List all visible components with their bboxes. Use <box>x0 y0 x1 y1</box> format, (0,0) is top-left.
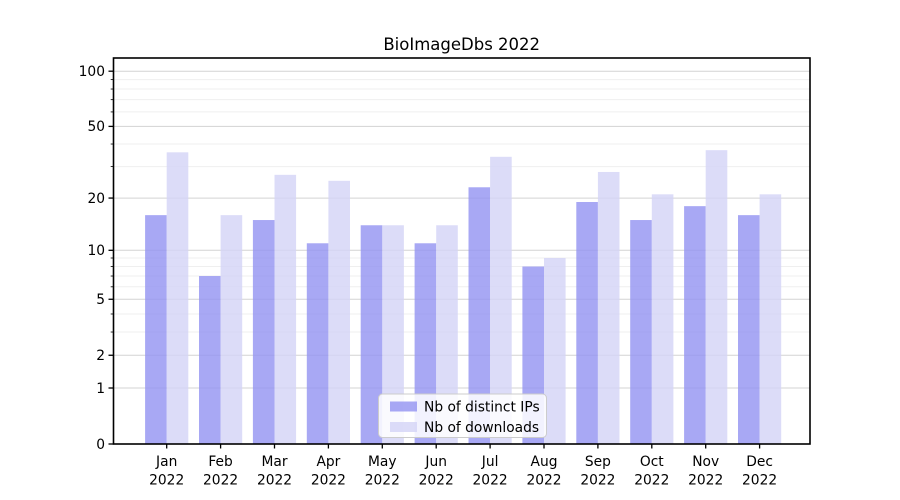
x-axis-tick-labels: Jan 2022 Feb 2022 Mar 2022 Apr 2022 May 2022 Jun 20… <box>149 454 777 489</box>
bar-downloads-aug <box>544 258 566 444</box>
x-tick-label-month: Aug <box>531 454 558 470</box>
y-tick-label: 1 <box>96 381 105 397</box>
bar-ips-sep <box>576 202 598 444</box>
bar-ips-dec <box>738 215 760 444</box>
x-tick-label-year: 2022 <box>311 473 346 489</box>
bar-downloads-jun <box>436 225 458 444</box>
x-tick-label-month: Feb <box>208 454 232 470</box>
bar-groups <box>145 150 782 445</box>
y-tick-label: 10 <box>87 243 105 259</box>
legend: Nb of distinct IPs Nb of downloads <box>378 393 547 438</box>
y-tick-label: 100 <box>79 64 105 80</box>
x-tick-label-year: 2022 <box>580 473 615 489</box>
x-tick-label-year: 2022 <box>149 473 184 489</box>
bar-ips-feb <box>199 276 221 444</box>
legend-label: Nb of downloads <box>424 420 539 436</box>
y-tick-label: 20 <box>87 191 105 207</box>
y-axis-tick-labels: 0 1 2 5 10 20 50 100 <box>79 64 105 453</box>
y-tick-label: 0 <box>96 437 105 453</box>
legend-label: Nb of distinct IPs <box>424 400 540 416</box>
legend-swatch-ips <box>390 401 417 412</box>
bar-downloads-mar <box>274 174 297 444</box>
x-tick-label-month: Mar <box>261 454 287 470</box>
x-tick-label-year: 2022 <box>688 473 723 489</box>
bar-ips-mar <box>252 220 275 444</box>
x-axis-ticks <box>166 444 761 449</box>
x-tick-label-year: 2022 <box>419 473 454 489</box>
bar-ips-nov <box>684 206 706 444</box>
bar-downloads-feb <box>220 215 243 444</box>
x-tick-label-month: Oct <box>640 454 664 470</box>
bar-ips-oct <box>630 220 652 444</box>
y-tick-label: 50 <box>87 119 105 135</box>
x-tick-label-year: 2022 <box>634 473 669 489</box>
x-tick-label-month: Nov <box>692 454 719 470</box>
bar-downloads-oct <box>651 194 674 444</box>
x-tick-label-year: 2022 <box>526 473 561 489</box>
x-tick-label-month: Apr <box>316 454 340 470</box>
x-tick-label-month: Dec <box>746 454 773 470</box>
legend-box <box>378 393 547 438</box>
x-tick-label-month: Jan <box>155 454 177 470</box>
legend-swatch-downloads <box>390 422 417 432</box>
bar-downloads-jan <box>166 152 189 444</box>
x-tick-label-year: 2022 <box>257 473 292 489</box>
x-tick-label-year: 2022 <box>365 473 400 489</box>
chart-title: BioImageDbs 2022 <box>383 35 540 54</box>
y-tick-label: 5 <box>96 292 105 308</box>
bar-downloads-apr <box>328 180 350 445</box>
bar-downloads-dec <box>759 194 782 444</box>
bar-downloads-sep <box>597 171 620 445</box>
x-tick-label-year: 2022 <box>473 473 508 489</box>
bar-ips-may <box>360 225 383 444</box>
plot-frame <box>112 57 811 445</box>
bar-ips-jul <box>468 187 491 445</box>
x-tick-label-month: Jun <box>424 454 447 470</box>
x-tick-label-month: May <box>368 454 397 470</box>
y-tick-label: 2 <box>96 348 105 364</box>
bar-downloads-jul <box>490 156 512 444</box>
bar-downloads-may <box>382 225 404 444</box>
x-tick-label-month: Sep <box>585 454 611 470</box>
x-tick-label-year: 2022 <box>742 473 777 489</box>
bar-ips-jan <box>145 215 167 444</box>
y-axis-ticks <box>108 70 114 445</box>
bar-downloads-nov <box>705 150 728 444</box>
bar-ips-apr <box>306 243 329 444</box>
x-tick-label-year: 2022 <box>203 473 238 489</box>
x-tick-label-month: Jul <box>481 454 499 470</box>
